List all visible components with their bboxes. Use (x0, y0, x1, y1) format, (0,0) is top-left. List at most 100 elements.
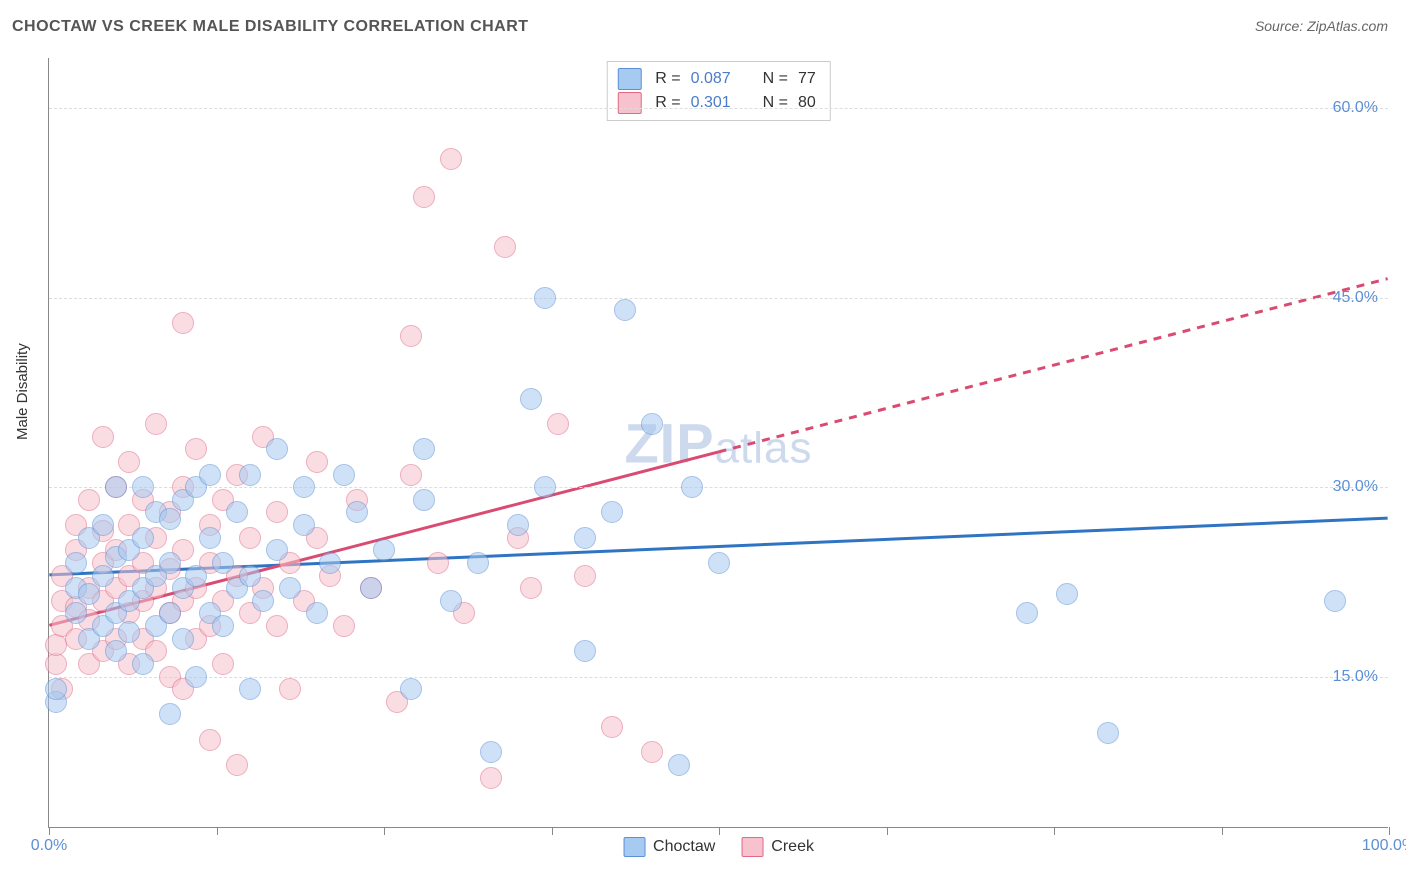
data-point (306, 602, 328, 624)
x-tick (1054, 827, 1055, 835)
data-point (534, 287, 556, 309)
data-point (239, 678, 261, 700)
data-point (266, 438, 288, 460)
data-point (574, 640, 596, 662)
data-point (360, 577, 382, 599)
data-point (172, 628, 194, 650)
y-tick-label: 45.0% (1333, 289, 1378, 307)
data-point (239, 464, 261, 486)
data-point (520, 577, 542, 599)
x-tick (887, 827, 888, 835)
data-point (65, 552, 87, 574)
data-point (266, 615, 288, 637)
data-point (601, 716, 623, 738)
data-point (226, 754, 248, 776)
data-point (480, 767, 502, 789)
legend-item-creek: Creek (741, 837, 814, 857)
data-point (132, 653, 154, 675)
data-point (199, 464, 221, 486)
data-point (547, 413, 569, 435)
data-point (641, 741, 663, 763)
data-point (440, 590, 462, 612)
x-tick (1222, 827, 1223, 835)
data-point (78, 583, 100, 605)
data-point (105, 640, 127, 662)
data-point (346, 501, 368, 523)
gridline (49, 108, 1388, 109)
data-point (105, 476, 127, 498)
x-tick-label: 100.0% (1362, 837, 1406, 855)
x-tick (384, 827, 385, 835)
legend-row-creek: R = 0.301 N = 80 (617, 92, 815, 114)
data-point (1016, 602, 1038, 624)
data-point (118, 451, 140, 473)
data-point (266, 501, 288, 523)
data-point (212, 552, 234, 574)
x-tick (217, 827, 218, 835)
y-tick-label: 15.0% (1333, 668, 1378, 686)
data-point (252, 590, 274, 612)
source-attribution: Source: ZipAtlas.com (1255, 18, 1388, 34)
y-tick-label: 60.0% (1333, 99, 1378, 117)
data-point (132, 476, 154, 498)
gridline (49, 487, 1388, 488)
data-point (400, 464, 422, 486)
data-point (212, 615, 234, 637)
data-point (45, 634, 67, 656)
x-tick (719, 827, 720, 835)
series-legend: Choctaw Creek (623, 837, 814, 857)
trend-lines (49, 58, 1388, 827)
data-point (668, 754, 690, 776)
data-point (266, 539, 288, 561)
data-point (333, 464, 355, 486)
data-point (641, 413, 663, 435)
choctaw-swatch-icon (617, 68, 641, 90)
data-point (333, 615, 355, 637)
data-point (306, 451, 328, 473)
data-point (145, 413, 167, 435)
x-tick (552, 827, 553, 835)
scatter-plot: ZIPatlas R = 0.087 N = 77 R = 0.301 N = … (48, 58, 1388, 828)
data-point (92, 426, 114, 448)
data-point (708, 552, 730, 574)
data-point (400, 678, 422, 700)
creek-swatch-icon (617, 92, 641, 114)
data-point (159, 602, 181, 624)
data-point (78, 489, 100, 511)
data-point (159, 508, 181, 530)
creek-swatch-icon (741, 837, 763, 857)
statistics-legend: R = 0.087 N = 77 R = 0.301 N = 80 (606, 61, 830, 121)
choctaw-swatch-icon (623, 837, 645, 857)
data-point (534, 476, 556, 498)
data-point (159, 703, 181, 725)
data-point (45, 653, 67, 675)
data-point (480, 741, 502, 763)
data-point (1056, 583, 1078, 605)
legend-item-choctaw: Choctaw (623, 837, 715, 857)
gridline (49, 298, 1388, 299)
creek-label: Creek (771, 838, 814, 856)
data-point (159, 552, 181, 574)
data-point (574, 565, 596, 587)
data-point (440, 148, 462, 170)
data-point (681, 476, 703, 498)
data-point (92, 514, 114, 536)
chart-container: CHOCTAW VS CREEK MALE DISABILITY CORRELA… (0, 0, 1406, 892)
data-point (293, 514, 315, 536)
data-point (199, 527, 221, 549)
legend-row-choctaw: R = 0.087 N = 77 (617, 68, 815, 90)
data-point (574, 527, 596, 549)
data-point (413, 186, 435, 208)
data-point (614, 299, 636, 321)
data-point (92, 565, 114, 587)
data-point (413, 489, 435, 511)
data-point (1324, 590, 1346, 612)
y-tick-label: 30.0% (1333, 478, 1378, 496)
x-tick (49, 827, 50, 835)
data-point (319, 552, 341, 574)
data-point (279, 678, 301, 700)
choctaw-r-value: 0.087 (691, 70, 741, 88)
y-axis-label: Male Disability (14, 343, 31, 440)
data-point (467, 552, 489, 574)
data-point (185, 565, 207, 587)
